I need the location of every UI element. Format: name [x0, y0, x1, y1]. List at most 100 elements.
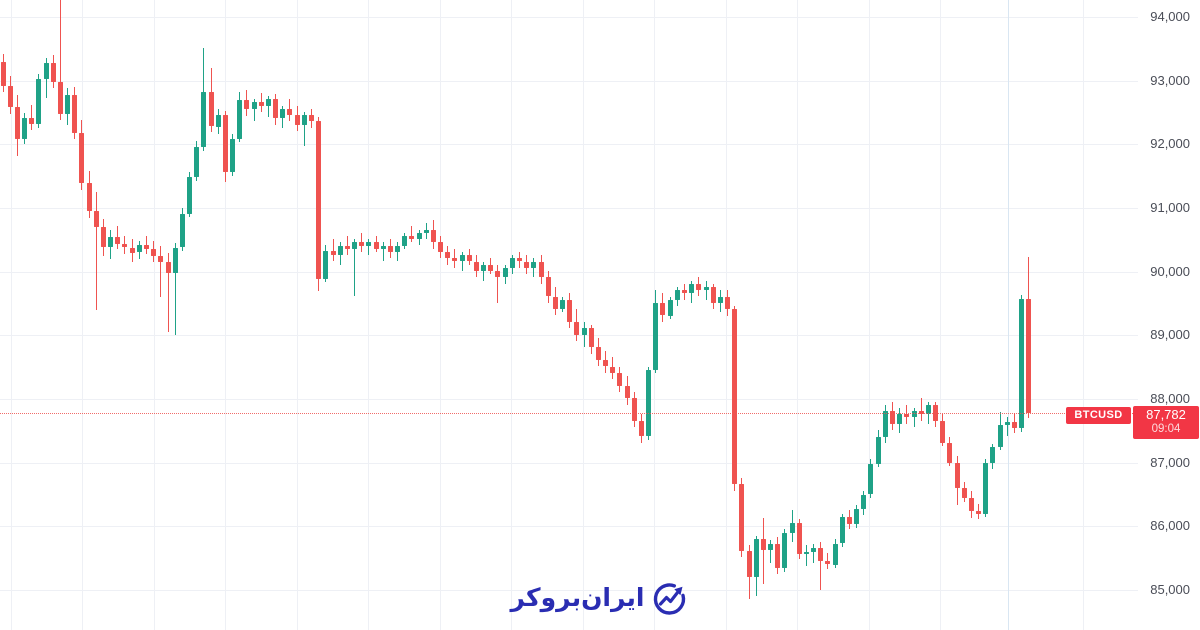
- candle-down: [452, 258, 458, 262]
- symbol-price-label: BTCUSD: [1066, 406, 1131, 424]
- candle-up: [251, 102, 257, 109]
- candle-up: [459, 255, 465, 262]
- gridline-vertical: [153, 0, 155, 630]
- candle-up: [301, 115, 307, 125]
- candle-wick: [705, 280, 707, 300]
- candle-down: [158, 255, 164, 263]
- candle-down: [495, 271, 501, 278]
- candle-down: [846, 516, 852, 525]
- candle-down: [488, 264, 494, 271]
- candle-down: [681, 290, 687, 294]
- candle-wick: [167, 252, 169, 333]
- candle-up: [380, 245, 386, 249]
- candle-up: [581, 328, 587, 335]
- candle-down: [86, 182, 92, 212]
- candle-up: [280, 108, 286, 119]
- candle-down: [775, 543, 781, 568]
- candle-wick: [1006, 416, 1008, 436]
- candle-up: [423, 229, 429, 233]
- candle-down: [445, 251, 451, 259]
- price-axis[interactable]: 94,000 93,000 92,000 91,000 90,000 89,000 88,0…: [1138, 0, 1200, 630]
- last-price-line: [0, 412, 1133, 414]
- candle-down: [0, 61, 6, 86]
- candle-wick: [95, 192, 97, 310]
- candle-up: [983, 463, 989, 514]
- gridline-vertical: [868, 0, 870, 630]
- gridline-vertical: [725, 0, 727, 630]
- price-axis-tick-label: 94,000: [1150, 9, 1190, 24]
- candle-down: [287, 108, 293, 116]
- gridline-horizontal: [0, 208, 1138, 209]
- candle-down: [624, 385, 630, 399]
- candle-up: [531, 261, 537, 268]
- candle-down: [588, 328, 594, 348]
- candle-up: [136, 244, 142, 253]
- candle-down: [739, 484, 745, 552]
- candle-up: [803, 551, 809, 555]
- candle-down: [976, 511, 981, 514]
- gridline-vertical: [82, 0, 83, 630]
- gridline-vertical: [582, 0, 584, 630]
- candle-down: [660, 302, 666, 316]
- candle-up: [811, 547, 816, 552]
- gridline-vertical: [225, 0, 226, 630]
- candle-down: [940, 420, 946, 443]
- candle-wick: [411, 226, 413, 243]
- candle-down: [961, 488, 967, 498]
- candle-wick: [454, 248, 456, 268]
- candle-up: [402, 236, 408, 246]
- candle-down: [244, 99, 250, 109]
- candle-down: [438, 242, 444, 252]
- candle-down: [631, 398, 637, 421]
- price-axis-tick-label: 85,000: [1150, 582, 1190, 597]
- iranbroker-logo-icon: [649, 578, 689, 618]
- price-axis-tick-label: 89,000: [1150, 327, 1190, 343]
- candle-down: [473, 261, 479, 271]
- candle-down: [725, 296, 730, 310]
- candle-up: [925, 404, 931, 415]
- candle-down: [208, 92, 214, 127]
- gridline-horizontal: [0, 80, 1138, 82]
- candle-up: [323, 251, 329, 280]
- candle-up: [179, 214, 185, 248]
- gridline-horizontal: [0, 399, 1138, 400]
- candle-down: [316, 121, 322, 280]
- candle-up: [1004, 421, 1010, 426]
- gridline-vertical: [439, 0, 441, 630]
- candle-up: [789, 523, 795, 533]
- candle-wick: [267, 95, 269, 118]
- candle-wick: [303, 111, 305, 146]
- gridline-vertical: [1083, 0, 1084, 630]
- gridline-vertical: [368, 0, 369, 630]
- candle-up: [753, 539, 759, 577]
- candle-wick: [174, 243, 176, 336]
- candle-up: [897, 414, 903, 424]
- candle-down: [545, 277, 551, 297]
- candle-up: [911, 411, 917, 418]
- price-axis-tick-label: 93,000: [1150, 72, 1190, 88]
- candle-up: [882, 411, 888, 437]
- clock-widget-button[interactable]: [1004, 614, 1040, 630]
- candle-wick: [160, 246, 162, 298]
- candle-wick: [827, 553, 829, 569]
- candle-down: [122, 244, 128, 248]
- candle-wick: [483, 261, 485, 281]
- watermark: ایران‌بروکر: [511, 578, 690, 618]
- candle-down: [330, 251, 336, 256]
- candle-wick: [332, 238, 334, 261]
- price-axis-tick-label: 86,000: [1150, 518, 1190, 534]
- candle-down: [165, 262, 171, 273]
- gridline-horizontal: [0, 271, 1138, 273]
- candle-down: [552, 296, 558, 310]
- candle-up: [1019, 299, 1025, 429]
- session-break-line: [1008, 0, 1009, 630]
- candle-up: [667, 299, 673, 316]
- price-axis-tick-label: 87,000: [1150, 454, 1190, 470]
- candle-down: [696, 283, 702, 291]
- candle-down: [1011, 421, 1017, 429]
- gridline-horizontal: [0, 526, 1138, 528]
- symbol-label: BTCUSD: [1074, 409, 1123, 422]
- candle-wick: [31, 104, 33, 130]
